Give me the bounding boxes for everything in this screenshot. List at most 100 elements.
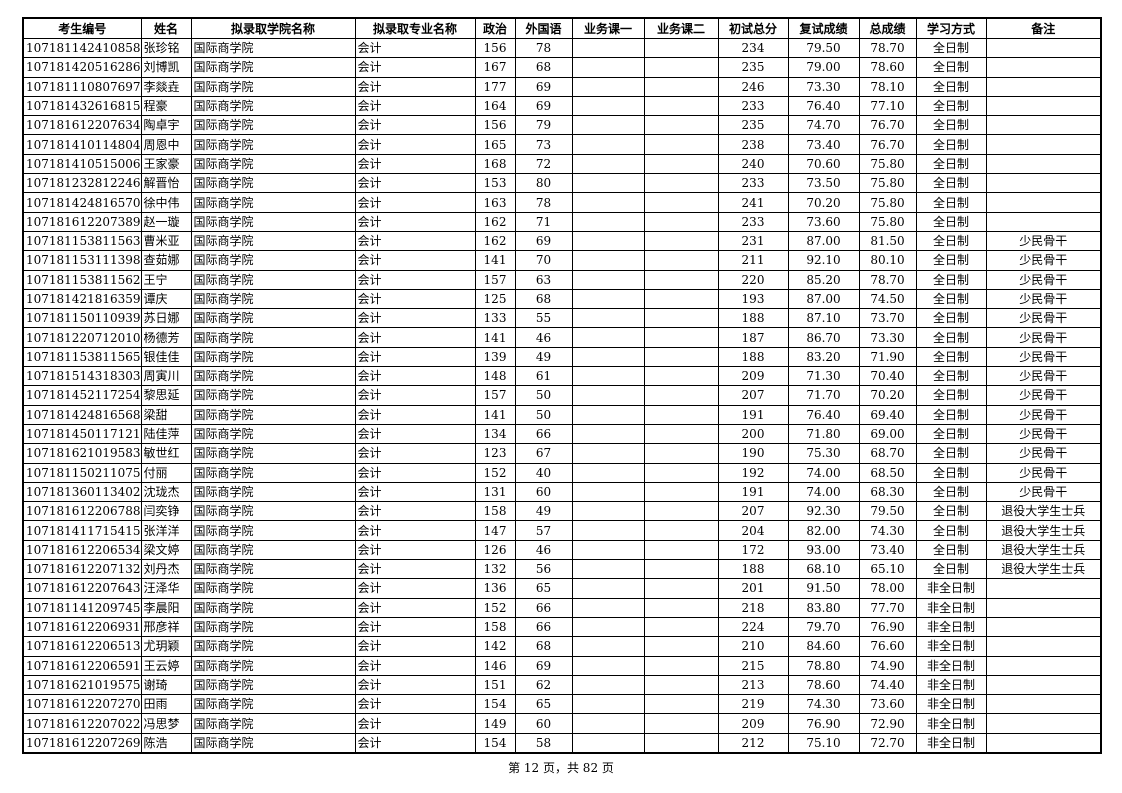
table-cell: 会计 [354,559,476,580]
table-cell: 少民骨干 [985,250,1102,271]
table-cell: 78 [514,37,573,59]
table-cell [643,230,719,252]
table-cell: 全日制 [915,153,987,175]
table-cell: 78.80 [787,655,860,676]
table-cell: 74.90 [858,655,917,676]
table-cell: 70 [514,250,573,271]
table-cell: 全日制 [915,404,987,425]
table-cell: 153 [474,173,516,194]
table-cell [643,636,719,657]
table-cell [643,539,719,561]
table-cell: 全日制 [915,308,987,329]
table-cell: 78.00 [858,578,917,599]
table-cell: 会计 [354,539,476,561]
table-cell: 71.90 [858,346,917,368]
table-cell: 191 [717,481,789,503]
table-cell: 会计 [354,250,476,271]
table-cell: 107181153811562 [22,269,142,290]
table-cell: 会计 [354,501,476,522]
table-cell: 61 [514,366,573,387]
table-row: 107181612207269 陈浩 国际商学院 会计 154 58 212 75.10 72.… [22,732,1102,754]
table-cell: 全日制 [915,250,987,271]
table-cell: 会计 [354,366,476,387]
table-row: 107181360113402 沈珑杰 国际商学院 会计 131 60 191 74.00 68… [22,481,1102,503]
table-cell: 164 [474,95,516,117]
table-cell: 国际商学院 [190,713,356,734]
column-header: 拟录取学院名称 [190,17,356,39]
table-cell: 60 [514,713,573,734]
table-cell: 非全日制 [915,578,987,599]
table-cell: 少民骨干 [985,385,1102,406]
table-cell: 国际商学院 [190,597,356,618]
table-cell: 233 [717,173,789,194]
table-cell [985,597,1102,618]
table-row: 107181621019583 敏世红 国际商学院 会计 123 67 190 75.30 68… [22,443,1102,464]
table-cell: 69.00 [858,423,917,445]
table-cell [985,655,1102,676]
table-cell: 76.40 [787,95,860,117]
table-cell [571,443,645,464]
table-cell: 148 [474,366,516,387]
table-cell: 107181612207270 [22,694,142,715]
table-cell: 国际商学院 [190,308,356,329]
table-cell: 107181411715415 [22,520,142,541]
table-cell: 79.50 [787,37,860,59]
table-cell: 85.20 [787,269,860,290]
table-cell [985,674,1102,696]
table-cell [985,115,1102,136]
table-cell [643,655,719,676]
table-cell: 49 [514,346,573,368]
table-cell: 125 [474,288,516,310]
table-cell: 72 [514,153,573,175]
table-cell: 74.50 [858,288,917,310]
table-cell: 74.00 [787,481,860,503]
table-cell [571,597,645,618]
table-cell: 74.30 [787,694,860,715]
table-cell: 107181612207022 [22,713,142,734]
table-cell: 207 [717,385,789,406]
table-cell: 76.70 [858,115,917,136]
table-cell: 141 [474,404,516,425]
table-cell: 156 [474,37,516,59]
table-cell [643,481,719,503]
table-cell: 会计 [354,404,476,425]
table-cell: 77.70 [858,597,917,618]
table-cell: 73.60 [858,694,917,715]
table-cell: 158 [474,616,516,638]
table-cell: 国际商学院 [190,269,356,290]
table-cell: 退役大学生士兵 [985,520,1102,541]
table-cell: 172 [717,539,789,561]
table-cell: 163 [474,192,516,213]
table-cell [571,674,645,696]
table-cell [643,520,719,541]
table-cell: 少民骨干 [985,269,1102,290]
table-cell: 国际商学院 [190,423,356,445]
table-cell: 73.40 [858,539,917,561]
table-cell: 211 [717,250,789,271]
table-cell [985,616,1102,638]
table-cell: 73.30 [787,76,860,97]
table-row: 107181452117254 黎思延 国际商学院 会计 157 50 207 71.70 70… [22,385,1102,406]
table-cell: 69.40 [858,404,917,425]
table-cell: 退役大学生士兵 [985,539,1102,561]
table-cell [643,57,719,78]
table-row: 107181142410858 张珍铭 国际商学院 会计 156 78 234 79.50 78… [22,37,1102,59]
header-row: 考生编号 姓名 拟录取学院名称 拟录取专业名称 政治 外国语 业务课一 业务课二 初试总分 复试成… [22,17,1102,39]
table-cell [571,308,645,329]
table-cell: 80.10 [858,250,917,271]
table-cell: 240 [717,153,789,175]
table-cell [985,694,1102,715]
column-header: 复试成绩 [787,17,860,39]
table-cell: 全日制 [915,462,987,483]
table-cell: 国际商学院 [190,211,356,232]
table-cell [985,134,1102,155]
table-cell: 银佳佳 [140,346,192,368]
table-cell: 210 [717,636,789,657]
table-cell: 会计 [354,288,476,310]
table-cell: 国际商学院 [190,443,356,464]
table-cell: 非全日制 [915,674,987,696]
table-cell: 79.50 [858,501,917,522]
table-cell: 107181612206513 [22,636,142,657]
table-cell [571,501,645,522]
table-row: 107181153811563 曹米亚 国际商学院 会计 162 69 231 87.00 81… [22,230,1102,252]
